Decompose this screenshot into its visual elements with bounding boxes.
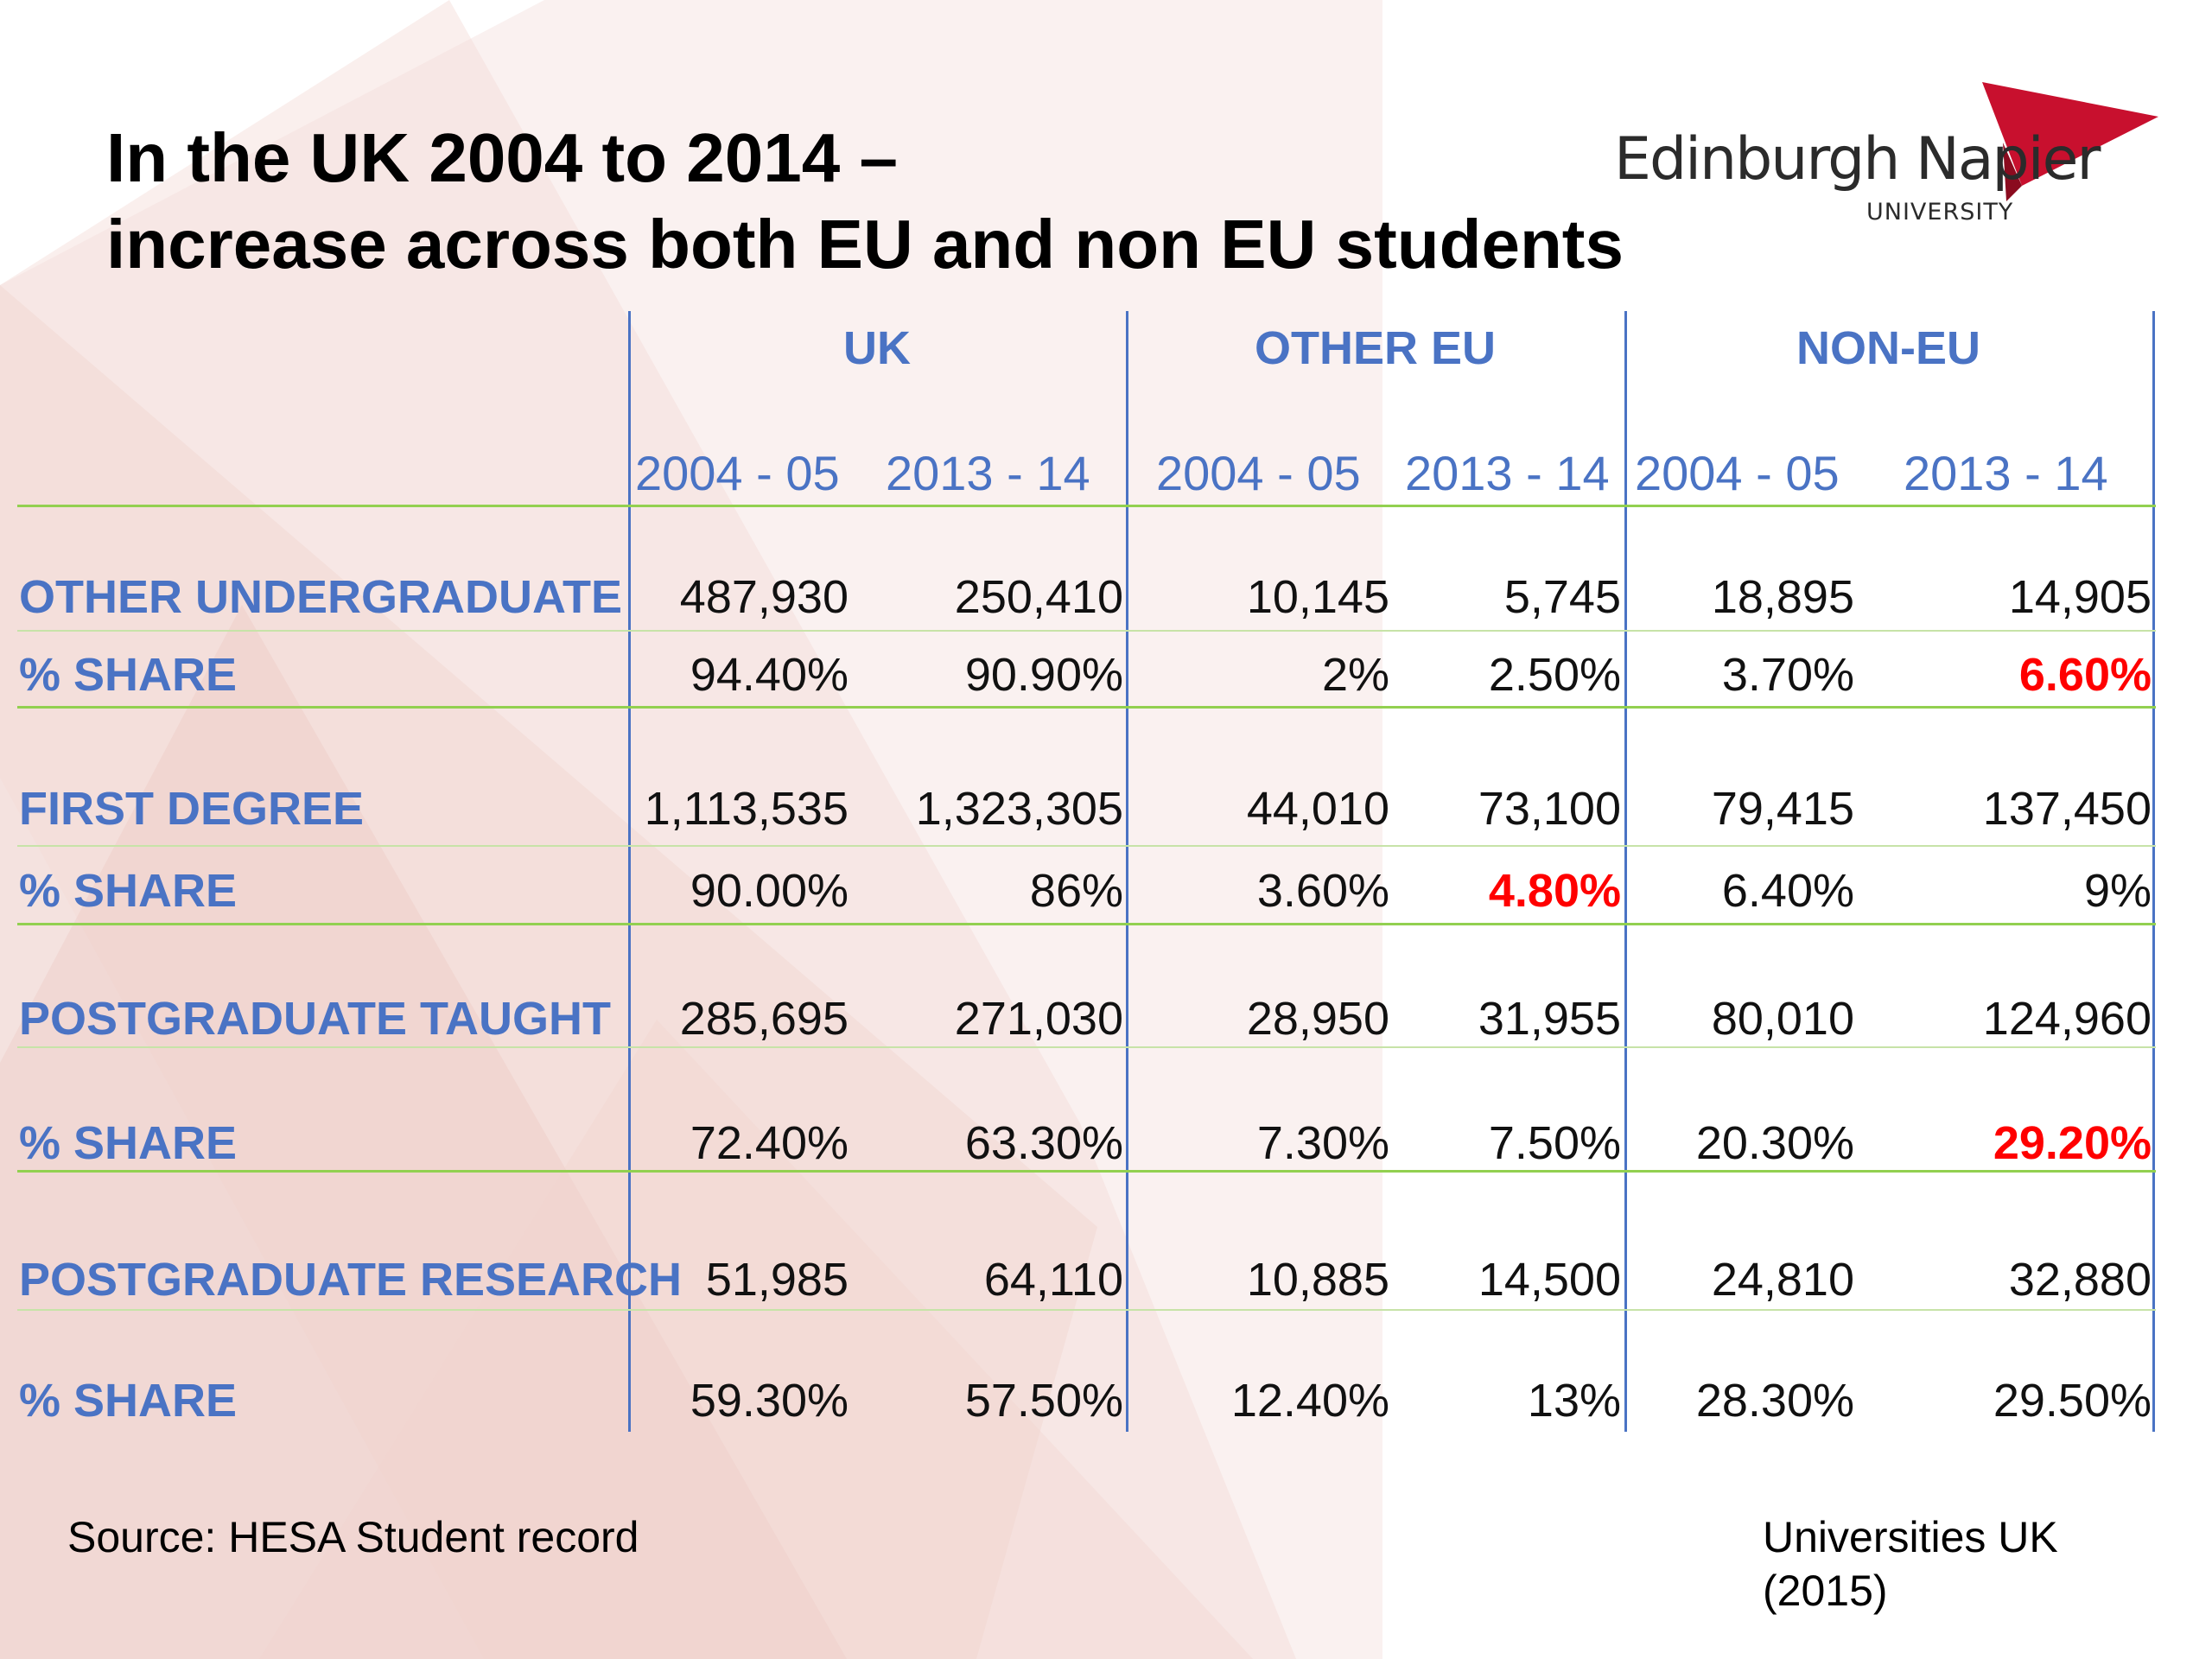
credit-note: Universities UK (2015) <box>1763 1510 2058 1618</box>
value-cell: 73,100 <box>1478 783 1621 835</box>
credit-line-1: Universities UK <box>1763 1513 2058 1561</box>
value-cell: 59.30% <box>690 1375 849 1427</box>
value-cell: 2% <box>1321 649 1389 701</box>
value-cell: 31,955 <box>1478 993 1621 1045</box>
university-logo: Edinburgh Napier UNIVERSITY <box>1607 82 2160 229</box>
value-cell: 5,745 <box>1503 571 1621 623</box>
value-cell: 12.40% <box>1230 1375 1389 1427</box>
value-cell: 7.50% <box>1488 1117 1621 1169</box>
row-rule <box>17 1046 2156 1048</box>
source-note: Source: HESA Student record <box>67 1513 639 1561</box>
logo-name: Edinburgh Napier <box>1614 125 2101 194</box>
value-cell: 124,960 <box>1982 993 2152 1045</box>
value-cell: 79,415 <box>1711 783 1854 835</box>
highlighted-value-cell: 29.20% <box>1993 1117 2152 1169</box>
value-cell: 10,885 <box>1246 1254 1389 1306</box>
year-header: 2013 - 14 <box>1904 446 2108 500</box>
highlighted-value-cell: 4.80% <box>1488 865 1621 917</box>
value-cell: 13% <box>1527 1375 1621 1427</box>
value-cell: 6.40% <box>1721 865 1854 917</box>
value-cell: 7.30% <box>1256 1117 1389 1169</box>
value-cell: 80,010 <box>1711 993 1854 1045</box>
row-label: % SHARE <box>19 865 238 917</box>
value-cell: 24,810 <box>1711 1254 1854 1306</box>
value-cell: 32,880 <box>2008 1254 2152 1306</box>
column-divider <box>2152 311 2155 1432</box>
value-cell: 57.50% <box>964 1375 1123 1427</box>
row-label: % SHARE <box>19 649 238 701</box>
value-cell: 72.40% <box>690 1117 849 1169</box>
value-cell: 64,110 <box>983 1254 1123 1306</box>
year-header: 2013 - 14 <box>1405 446 1610 500</box>
row-label: % SHARE <box>19 1375 238 1427</box>
row-label: OTHER UNDERGRADUATE <box>19 571 622 623</box>
title-line-2: increase across both EU and non EU stude… <box>106 206 1624 283</box>
row-label: POSTGRADUATE TAUGHT <box>19 993 611 1045</box>
value-cell: 3.60% <box>1256 865 1389 917</box>
year-header: 2004 - 05 <box>1156 446 1361 500</box>
row-label: FIRST DEGREE <box>19 783 365 835</box>
value-cell: 51,985 <box>705 1254 849 1306</box>
value-cell: 1,323,305 <box>915 783 1123 835</box>
column-divider <box>1624 311 1627 1432</box>
value-cell: 14,500 <box>1478 1254 1621 1306</box>
group-header-other-eu: OTHER EU <box>1254 322 1497 374</box>
row-rule <box>17 1309 2156 1311</box>
value-cell: 90.90% <box>964 649 1123 701</box>
value-cell: 137,450 <box>1982 783 2152 835</box>
section-rule <box>17 706 2156 709</box>
column-divider <box>628 311 631 1432</box>
value-cell: 9% <box>2083 865 2152 917</box>
value-cell: 20.30% <box>1695 1117 1854 1169</box>
value-cell: 1,113,535 <box>644 783 849 835</box>
value-cell: 271,030 <box>954 993 1123 1045</box>
value-cell: 18,895 <box>1711 571 1854 623</box>
value-cell: 285,695 <box>679 993 849 1045</box>
value-cell: 2.50% <box>1488 649 1621 701</box>
row-rule <box>17 630 2156 632</box>
column-divider <box>1126 311 1128 1432</box>
value-cell: 14,905 <box>2008 571 2152 623</box>
value-cell: 94.40% <box>690 649 849 701</box>
row-label: POSTGRADUATE RESEARCH <box>19 1254 683 1306</box>
row-rule <box>17 845 2156 847</box>
value-cell: 86% <box>1029 865 1123 917</box>
title-line-1: In the UK 2004 to 2014 – <box>106 119 898 196</box>
value-cell: 63.30% <box>964 1117 1123 1169</box>
value-cell: 28,950 <box>1246 993 1389 1045</box>
page-title: In the UK 2004 to 2014 – increase across… <box>106 115 1624 288</box>
value-cell: 44,010 <box>1246 783 1389 835</box>
value-cell: 3.70% <box>1721 649 1854 701</box>
group-header-uk: UK <box>843 322 911 374</box>
group-header-non-eu: NON-EU <box>1796 322 1980 374</box>
value-cell: 250,410 <box>954 571 1123 623</box>
section-rule <box>17 923 2156 925</box>
year-header: 2004 - 05 <box>1635 446 1840 500</box>
logo-subtitle: UNIVERSITY <box>1866 199 2014 226</box>
value-cell: 90.00% <box>690 865 849 917</box>
value-cell: 10,145 <box>1246 571 1389 623</box>
row-label: % SHARE <box>19 1117 238 1169</box>
value-cell: 29.50% <box>1993 1375 2152 1427</box>
highlighted-value-cell: 6.60% <box>2018 649 2152 701</box>
value-cell: 28.30% <box>1695 1375 1854 1427</box>
header-rule <box>17 505 2156 507</box>
credit-line-2: (2015) <box>1763 1567 1888 1615</box>
year-header: 2013 - 14 <box>886 446 1090 500</box>
value-cell: 487,930 <box>679 571 849 623</box>
logo-triangle-icon <box>1982 82 2158 201</box>
year-header: 2004 - 05 <box>635 446 840 500</box>
section-rule <box>17 1170 2156 1173</box>
